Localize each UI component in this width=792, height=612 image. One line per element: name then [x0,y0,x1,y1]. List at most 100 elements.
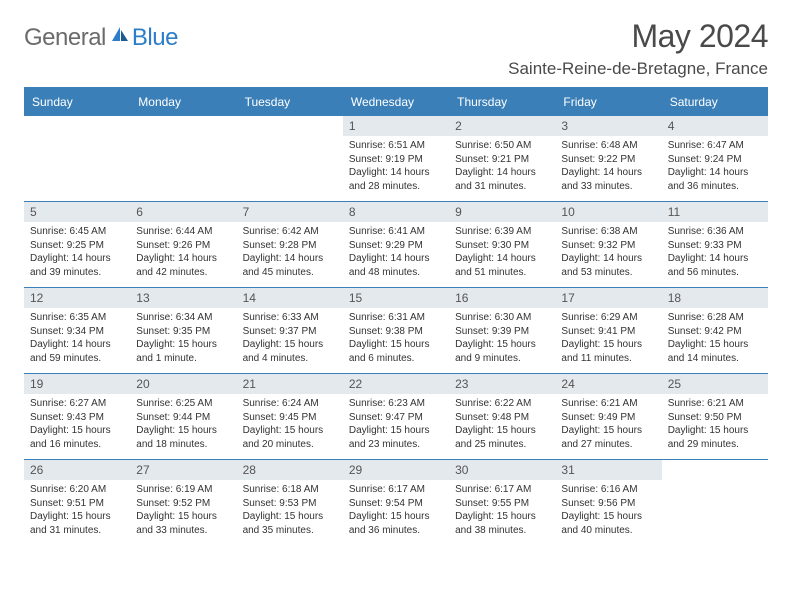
day-details: Sunrise: 6:24 AMSunset: 9:45 PMDaylight:… [237,394,343,455]
calendar-day-cell: 24Sunrise: 6:21 AMSunset: 9:49 PMDayligh… [555,374,661,460]
day-number: 25 [662,374,768,394]
day-number: 13 [130,288,236,308]
calendar-day-cell: 17Sunrise: 6:29 AMSunset: 9:41 PMDayligh… [555,288,661,374]
calendar-day-cell: 22Sunrise: 6:23 AMSunset: 9:47 PMDayligh… [343,374,449,460]
location-label: Sainte-Reine-de-Bretagne, France [508,59,768,79]
calendar-day-cell: 13Sunrise: 6:34 AMSunset: 9:35 PMDayligh… [130,288,236,374]
day-number: 28 [237,460,343,480]
calendar-day-cell: 2Sunrise: 6:50 AMSunset: 9:21 PMDaylight… [449,116,555,202]
day-number: 8 [343,202,449,222]
day-details: Sunrise: 6:42 AMSunset: 9:28 PMDaylight:… [237,222,343,283]
day-details: Sunrise: 6:31 AMSunset: 9:38 PMDaylight:… [343,308,449,369]
day-details: Sunrise: 6:41 AMSunset: 9:29 PMDaylight:… [343,222,449,283]
day-details: Sunrise: 6:16 AMSunset: 9:56 PMDaylight:… [555,480,661,541]
day-details: Sunrise: 6:21 AMSunset: 9:50 PMDaylight:… [662,394,768,455]
calendar-day-cell: 29Sunrise: 6:17 AMSunset: 9:54 PMDayligh… [343,460,449,546]
day-details: Sunrise: 6:38 AMSunset: 9:32 PMDaylight:… [555,222,661,283]
logo-word-blue: Blue [132,24,178,52]
calendar-day-cell: 19Sunrise: 6:27 AMSunset: 9:43 PMDayligh… [24,374,130,460]
title-block: May 2024 Sainte-Reine-de-Bretagne, Franc… [508,18,768,79]
day-details: Sunrise: 6:19 AMSunset: 9:52 PMDaylight:… [130,480,236,541]
day-number: 12 [24,288,130,308]
day-details: Sunrise: 6:17 AMSunset: 9:54 PMDaylight:… [343,480,449,541]
day-details: Sunrise: 6:35 AMSunset: 9:34 PMDaylight:… [24,308,130,369]
day-details: Sunrise: 6:20 AMSunset: 9:51 PMDaylight:… [24,480,130,541]
day-details: Sunrise: 6:47 AMSunset: 9:24 PMDaylight:… [662,136,768,197]
calendar-week-row: 19Sunrise: 6:27 AMSunset: 9:43 PMDayligh… [24,374,768,460]
day-number: 4 [662,116,768,136]
day-details: Sunrise: 6:22 AMSunset: 9:48 PMDaylight:… [449,394,555,455]
calendar-day-cell: 25Sunrise: 6:21 AMSunset: 9:50 PMDayligh… [662,374,768,460]
day-header: Saturday [662,88,768,116]
day-details: Sunrise: 6:39 AMSunset: 9:30 PMDaylight:… [449,222,555,283]
day-number: 17 [555,288,661,308]
day-number: 19 [24,374,130,394]
calendar-day-cell: 28Sunrise: 6:18 AMSunset: 9:53 PMDayligh… [237,460,343,546]
day-details: Sunrise: 6:18 AMSunset: 9:53 PMDaylight:… [237,480,343,541]
day-details: Sunrise: 6:50 AMSunset: 9:21 PMDaylight:… [449,136,555,197]
logo-sail-icon [110,25,130,45]
calendar-day-cell [237,116,343,202]
calendar-day-cell: 8Sunrise: 6:41 AMSunset: 9:29 PMDaylight… [343,202,449,288]
calendar-day-cell: 11Sunrise: 6:36 AMSunset: 9:33 PMDayligh… [662,202,768,288]
calendar-day-cell: 9Sunrise: 6:39 AMSunset: 9:30 PMDaylight… [449,202,555,288]
calendar-day-cell [662,460,768,546]
calendar-day-cell: 20Sunrise: 6:25 AMSunset: 9:44 PMDayligh… [130,374,236,460]
day-number: 1 [343,116,449,136]
day-header: Sunday [24,88,130,116]
calendar-body: 1Sunrise: 6:51 AMSunset: 9:19 PMDaylight… [24,116,768,546]
day-details: Sunrise: 6:48 AMSunset: 9:22 PMDaylight:… [555,136,661,197]
calendar-day-cell: 3Sunrise: 6:48 AMSunset: 9:22 PMDaylight… [555,116,661,202]
calendar-day-cell: 15Sunrise: 6:31 AMSunset: 9:38 PMDayligh… [343,288,449,374]
day-details: Sunrise: 6:33 AMSunset: 9:37 PMDaylight:… [237,308,343,369]
day-number: 11 [662,202,768,222]
day-number: 22 [343,374,449,394]
calendar-week-row: 26Sunrise: 6:20 AMSunset: 9:51 PMDayligh… [24,460,768,546]
day-number: 23 [449,374,555,394]
day-number: 7 [237,202,343,222]
day-number: 31 [555,460,661,480]
calendar-day-cell: 26Sunrise: 6:20 AMSunset: 9:51 PMDayligh… [24,460,130,546]
day-header: Thursday [449,88,555,116]
calendar-day-cell: 7Sunrise: 6:42 AMSunset: 9:28 PMDaylight… [237,202,343,288]
day-number: 5 [24,202,130,222]
calendar-day-cell [24,116,130,202]
calendar-day-cell: 27Sunrise: 6:19 AMSunset: 9:52 PMDayligh… [130,460,236,546]
day-number: 16 [449,288,555,308]
day-number: 24 [555,374,661,394]
calendar-day-cell: 31Sunrise: 6:16 AMSunset: 9:56 PMDayligh… [555,460,661,546]
logo: General Blue [24,24,178,52]
day-details: Sunrise: 6:21 AMSunset: 9:49 PMDaylight:… [555,394,661,455]
day-header-row: SundayMondayTuesdayWednesdayThursdayFrid… [24,88,768,116]
calendar-day-cell: 4Sunrise: 6:47 AMSunset: 9:24 PMDaylight… [662,116,768,202]
calendar-day-cell: 23Sunrise: 6:22 AMSunset: 9:48 PMDayligh… [449,374,555,460]
day-number: 9 [449,202,555,222]
day-details: Sunrise: 6:23 AMSunset: 9:47 PMDaylight:… [343,394,449,455]
calendar-day-cell: 6Sunrise: 6:44 AMSunset: 9:26 PMDaylight… [130,202,236,288]
calendar-day-cell: 10Sunrise: 6:38 AMSunset: 9:32 PMDayligh… [555,202,661,288]
day-details: Sunrise: 6:29 AMSunset: 9:41 PMDaylight:… [555,308,661,369]
day-details: Sunrise: 6:30 AMSunset: 9:39 PMDaylight:… [449,308,555,369]
day-number: 6 [130,202,236,222]
logo-word-general: General [24,24,106,52]
day-header: Monday [130,88,236,116]
calendar-day-cell: 12Sunrise: 6:35 AMSunset: 9:34 PMDayligh… [24,288,130,374]
day-number: 20 [130,374,236,394]
day-header: Wednesday [343,88,449,116]
day-number: 10 [555,202,661,222]
calendar-day-cell: 5Sunrise: 6:45 AMSunset: 9:25 PMDaylight… [24,202,130,288]
day-number: 18 [662,288,768,308]
calendar-day-cell: 14Sunrise: 6:33 AMSunset: 9:37 PMDayligh… [237,288,343,374]
day-number: 27 [130,460,236,480]
calendar-week-row: 5Sunrise: 6:45 AMSunset: 9:25 PMDaylight… [24,202,768,288]
day-details: Sunrise: 6:51 AMSunset: 9:19 PMDaylight:… [343,136,449,197]
calendar-page: General Blue May 2024 Sainte-Reine-de-Br… [0,0,792,564]
calendar-table: SundayMondayTuesdayWednesdayThursdayFrid… [24,87,768,546]
day-number: 14 [237,288,343,308]
calendar-week-row: 1Sunrise: 6:51 AMSunset: 9:19 PMDaylight… [24,116,768,202]
day-header: Tuesday [237,88,343,116]
day-number: 26 [24,460,130,480]
calendar-day-cell: 21Sunrise: 6:24 AMSunset: 9:45 PMDayligh… [237,374,343,460]
day-number: 30 [449,460,555,480]
day-details: Sunrise: 6:34 AMSunset: 9:35 PMDaylight:… [130,308,236,369]
